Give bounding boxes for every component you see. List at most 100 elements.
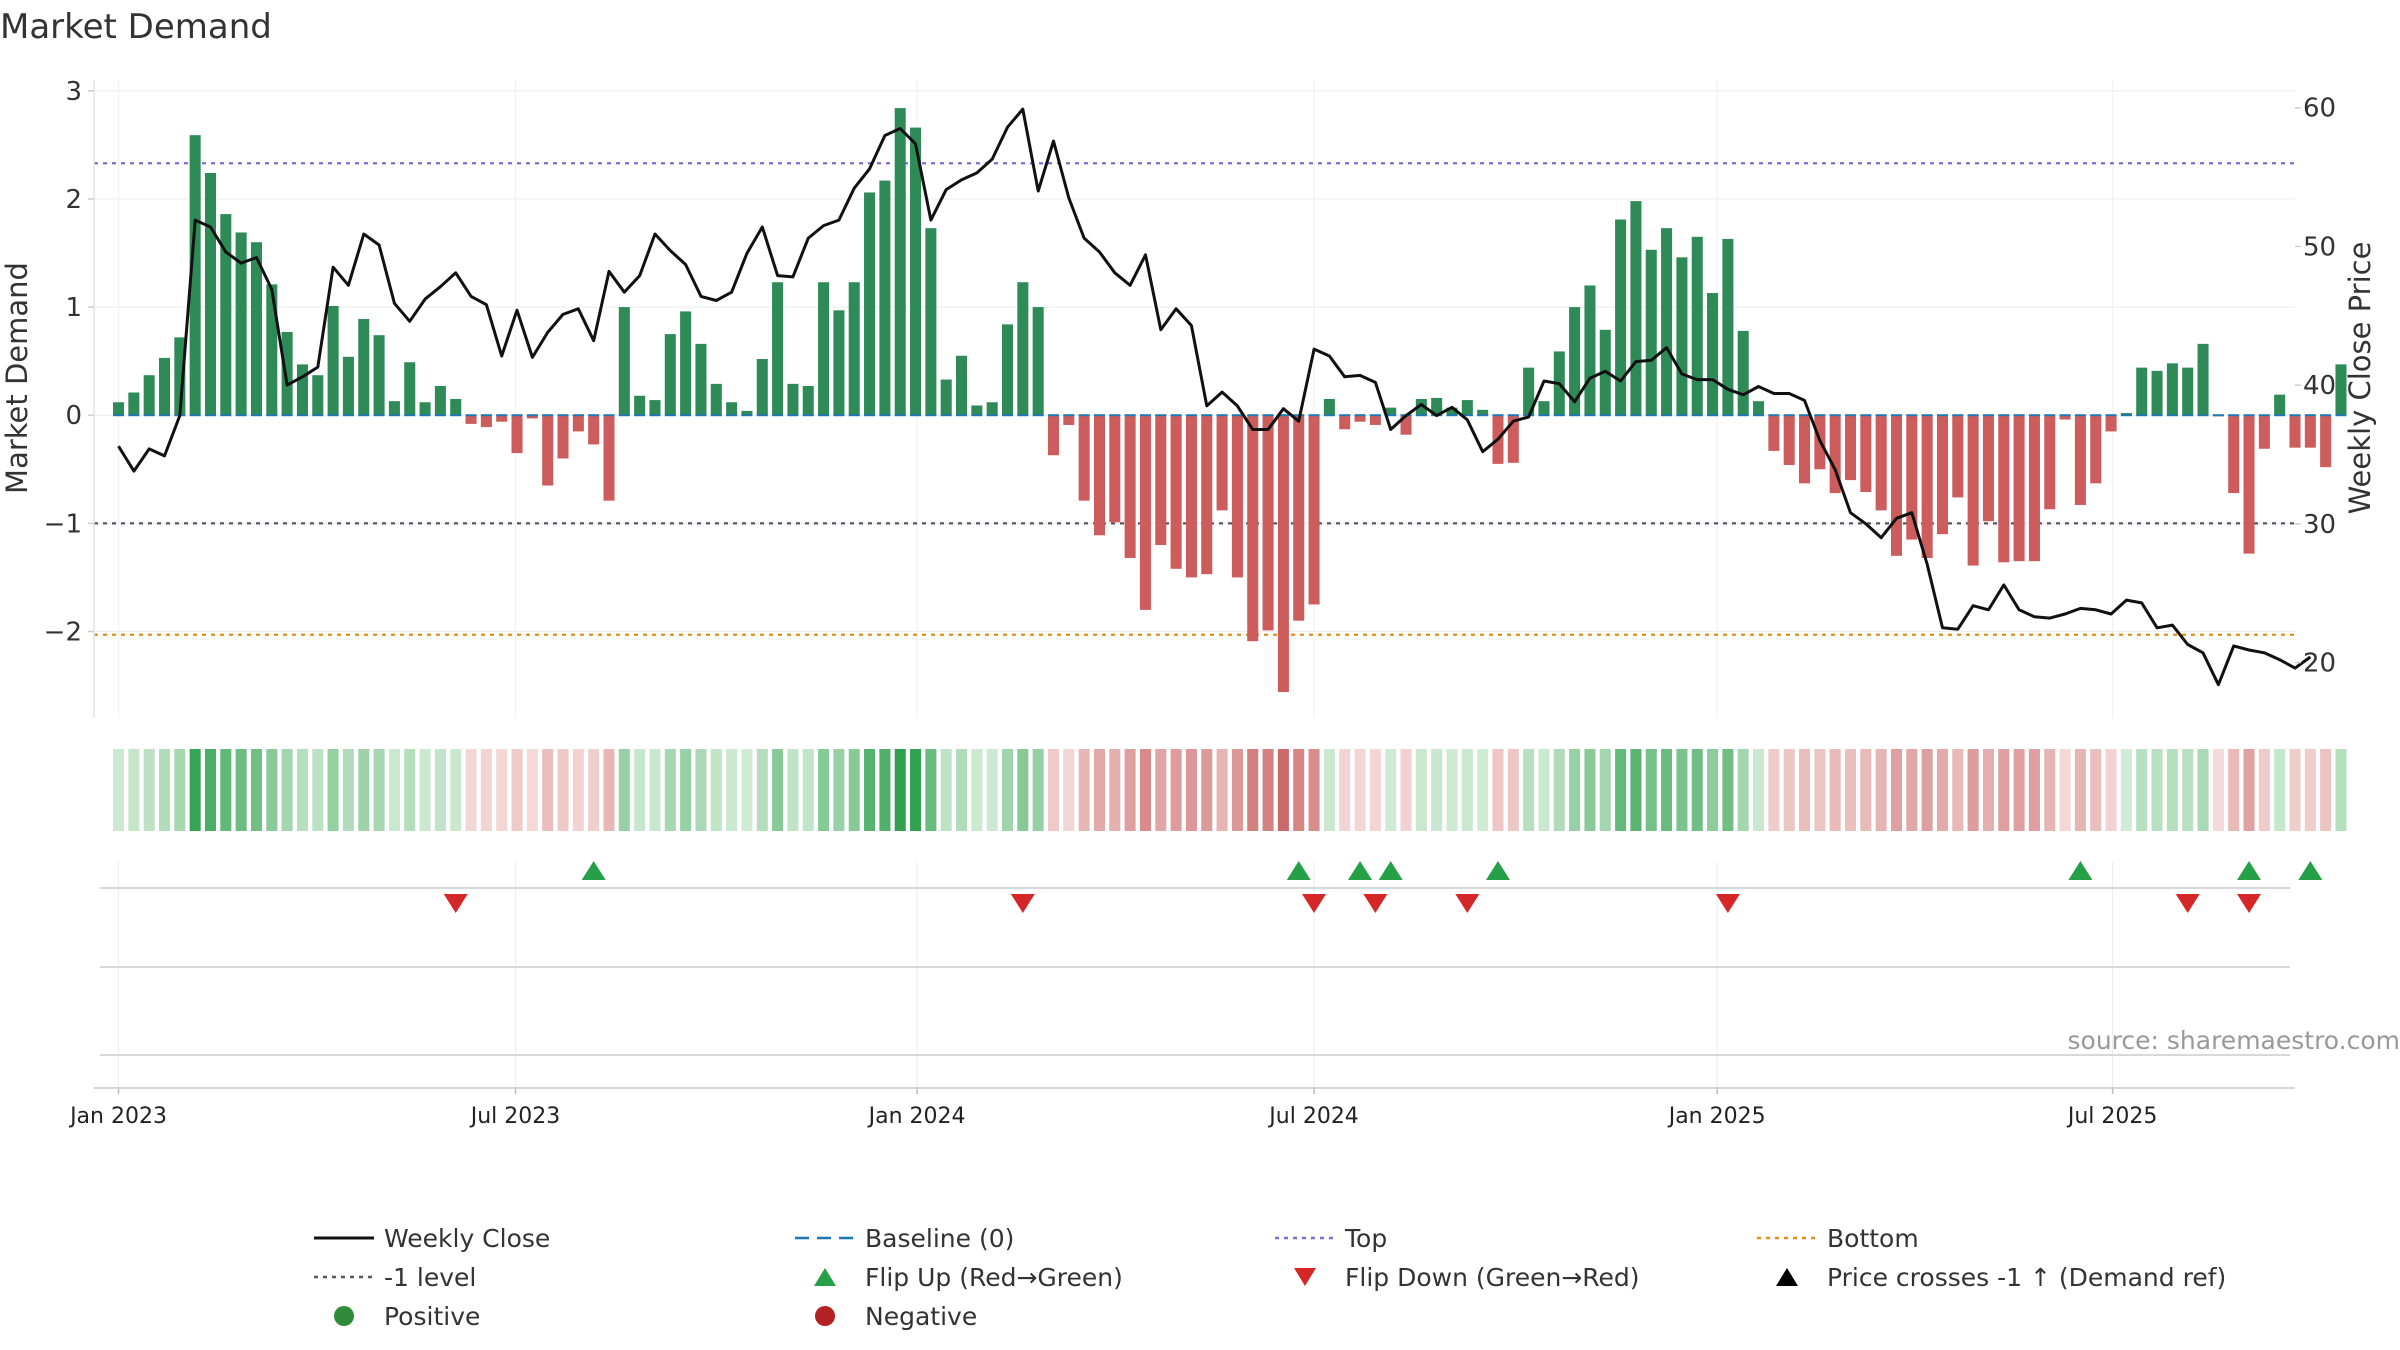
flip-down-marker <box>1363 894 1388 913</box>
heat-cell <box>312 749 324 831</box>
heat-cell <box>1538 749 1550 831</box>
demand-bar <box>1952 415 1964 498</box>
demand-bar <box>1078 415 1090 501</box>
heat-cell <box>1017 749 1029 831</box>
heat-cell <box>1461 749 1473 831</box>
demand-bar <box>143 375 155 416</box>
demand-bar <box>2228 415 2240 494</box>
heat-cell <box>2197 749 2209 831</box>
demand-bar <box>1369 415 1381 425</box>
demand-bar <box>1477 409 1489 416</box>
flip-up-marker <box>1485 861 1510 880</box>
heat-cell <box>1523 749 1535 831</box>
demand-bar <box>2151 370 2163 416</box>
demand-bar <box>1323 399 1335 416</box>
demand-bar <box>2136 367 2148 416</box>
heat-cell <box>542 749 554 831</box>
y-tick-label: 1 <box>65 293 82 323</box>
demand-bar <box>1691 236 1703 416</box>
demand-bar <box>358 318 370 416</box>
heat-cell <box>1967 749 1979 831</box>
demand-bar <box>220 214 232 416</box>
heat-cell <box>695 749 707 831</box>
demand-bar <box>1998 415 2010 563</box>
heat-cell <box>1737 749 1749 831</box>
heat-cell <box>2028 749 2040 831</box>
heat-cell <box>1998 749 2010 831</box>
y2-tick-label: 30 <box>2303 510 2336 540</box>
heat-cell <box>1875 749 1887 831</box>
demand-bar <box>2182 367 2194 416</box>
demand-bar <box>266 284 278 416</box>
demand-bar <box>2243 415 2255 554</box>
heat-cell <box>2304 749 2316 831</box>
demand-bar <box>1293 415 1305 621</box>
demand-bar <box>465 415 477 424</box>
chart-title: Market Demand <box>0 7 272 47</box>
demand-bar <box>342 356 354 416</box>
y2-tick-label: 40 <box>2303 371 2336 401</box>
heat-cell <box>113 749 125 831</box>
heat-cell <box>2166 749 2178 831</box>
y-tick-label: 3 <box>65 77 82 107</box>
heat-cell <box>128 749 140 831</box>
demand-bar <box>2258 415 2270 449</box>
heat-cell <box>1645 749 1657 831</box>
heat-cell <box>1308 749 1320 831</box>
heat-cell <box>1615 749 1627 831</box>
heat-cell <box>1722 749 1734 831</box>
heat-cell <box>1093 749 1105 831</box>
heat-cell <box>1185 749 1197 831</box>
heat-cell <box>434 749 446 831</box>
demand-bar <box>204 172 217 416</box>
demand-bar <box>986 402 998 416</box>
demand-bar <box>1339 415 1351 430</box>
demand-bar <box>1967 415 1979 566</box>
heat-cell <box>1032 749 1044 831</box>
heat-cell <box>1814 749 1826 831</box>
demand-bar <box>1308 415 1320 605</box>
heat-cell <box>1201 749 1213 831</box>
legend-item: Bottom <box>1757 1224 1919 1253</box>
heat-cell <box>235 749 247 831</box>
demand-bar <box>2274 394 2286 416</box>
demand-bar <box>419 402 431 416</box>
demand-bar <box>542 415 554 486</box>
demand-bar <box>1676 257 1688 416</box>
heat-cell <box>971 749 983 831</box>
demand-bar <box>1860 415 1872 492</box>
legend-label: Flip Down (Green→Red) <box>1345 1263 1640 1292</box>
y-tick-label: −2 <box>44 617 82 647</box>
demand-bar <box>480 415 492 428</box>
legend-swatch-circle <box>815 1306 835 1326</box>
flip-markers <box>443 861 2323 913</box>
heat-cell <box>2074 749 2086 831</box>
x-tick-label: Jul 2025 <box>2066 1104 2158 1129</box>
flip-up-marker <box>2068 861 2093 880</box>
heat-cell <box>250 749 262 831</box>
heat-cell <box>1691 749 1703 831</box>
x-tick-label: Jan 2025 <box>1667 1104 1766 1129</box>
heat-cell <box>174 749 186 831</box>
heat-cell <box>342 749 354 831</box>
demand-bar <box>1216 415 1228 511</box>
y2-tick-label: 50 <box>2303 232 2336 262</box>
legend-swatch-triangle-up <box>1776 1268 1798 1286</box>
heat-cell <box>1661 749 1673 831</box>
demand-bar <box>1185 415 1197 578</box>
heat-cell <box>787 749 799 831</box>
demand-bar <box>2044 415 2056 510</box>
demand-bar <box>1829 415 1841 494</box>
heat-cell <box>1139 749 1151 831</box>
demand-bar <box>971 405 983 416</box>
heat-cell <box>511 749 523 831</box>
heat-cell <box>1155 749 1167 831</box>
legend-item: Baseline (0) <box>795 1224 1014 1253</box>
heat-cell <box>1753 749 1765 831</box>
demand-bar <box>250 242 262 416</box>
demand-bar <box>772 282 784 416</box>
flip-down-marker <box>1715 894 1740 913</box>
flip-down-marker <box>2175 894 2200 913</box>
price-line <box>117 107 2312 687</box>
heat-cell <box>1001 749 1014 831</box>
